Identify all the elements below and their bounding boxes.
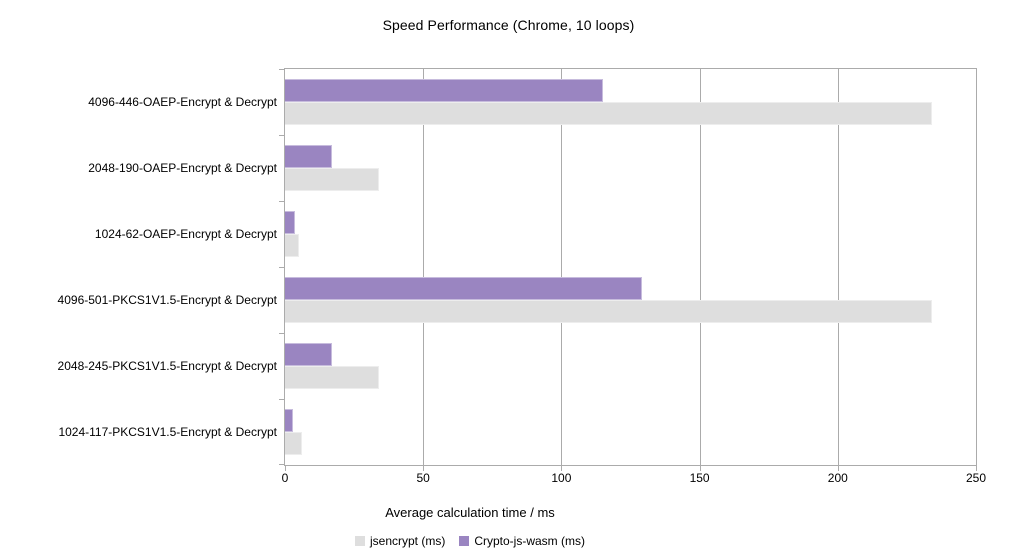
bar-crypto-js-wasm-ms <box>285 409 294 432</box>
x-tick-label: 250 <box>965 471 987 485</box>
legend-label: jsencrypt (ms) <box>369 534 446 548</box>
category-label: 1024-62-OAEP-Encrypt & Decrypt <box>94 227 277 241</box>
x-tick-label: 150 <box>689 471 710 485</box>
bar-crypto-js-wasm-ms <box>285 277 642 300</box>
gridline-x-50 <box>423 69 425 465</box>
bar-jsencrypt-ms <box>285 300 932 323</box>
bar-jsencrypt-ms <box>285 168 379 191</box>
chart-title: Speed Performance (Chrome, 10 loops) <box>382 17 635 33</box>
y-axis-tick <box>279 201 285 202</box>
bar-crypto-js-wasm-ms <box>285 211 295 234</box>
legend-swatch-jsencrypt-ms <box>354 536 365 546</box>
y-axis-tick <box>279 464 285 465</box>
x-axis-tick <box>699 466 701 471</box>
category-label: 2048-190-OAEP-Encrypt & Decrypt <box>88 161 277 175</box>
category-label: 1024-117-PKCS1V1.5-Encrypt & Decrypt <box>58 425 277 439</box>
legend-swatch-crypto-js-wasm-ms <box>459 536 470 546</box>
legend-label: Crypto-js-wasm (ms) <box>474 534 585 548</box>
x-axis-label: Average calculation time / ms <box>385 505 555 520</box>
gridline-x-150 <box>699 69 701 465</box>
legend: jsencrypt (ms) Crypto-js-wasm (ms) <box>120 532 820 550</box>
bar-crypto-js-wasm-ms <box>285 343 332 366</box>
y-axis-tick <box>279 333 285 334</box>
x-axis-tick <box>561 466 563 471</box>
x-tick-label: 200 <box>827 471 848 485</box>
gridline-x-200 <box>837 69 839 465</box>
bar-jsencrypt-ms <box>285 432 302 455</box>
bar-crypto-js-wasm-ms <box>285 145 332 168</box>
bar-jsencrypt-ms <box>285 102 932 125</box>
y-axis-tick <box>279 69 285 70</box>
category-label: 4096-501-PKCS1V1.5-Encrypt & Decrypt <box>57 293 277 307</box>
y-axis-tick <box>279 267 285 268</box>
x-axis-tick <box>285 466 286 471</box>
category-label: 4096-446-OAEP-Encrypt & Decrypt <box>88 95 277 109</box>
category-label: 2048-245-PKCS1V1.5-Encrypt & Decrypt <box>57 359 277 373</box>
legend-item-jsencrypt-ms: jsencrypt (ms) <box>354 534 446 548</box>
x-axis-tick <box>976 466 977 471</box>
x-tick-label: 0 <box>281 471 289 485</box>
y-axis-tick <box>279 399 285 400</box>
gridline-x-100 <box>561 69 563 465</box>
plot-area <box>284 68 977 466</box>
bar-jsencrypt-ms <box>285 366 379 389</box>
x-axis-tick <box>837 466 839 471</box>
bar-crypto-js-wasm-ms <box>285 79 603 102</box>
bar-jsencrypt-ms <box>285 234 299 257</box>
y-axis-tick <box>279 135 285 136</box>
x-axis-tick <box>423 466 425 471</box>
x-tick-label: 100 <box>551 471 572 485</box>
x-tick-label: 50 <box>416 471 430 485</box>
legend-item-crypto-js-wasm-ms: Crypto-js-wasm (ms) <box>459 534 585 548</box>
